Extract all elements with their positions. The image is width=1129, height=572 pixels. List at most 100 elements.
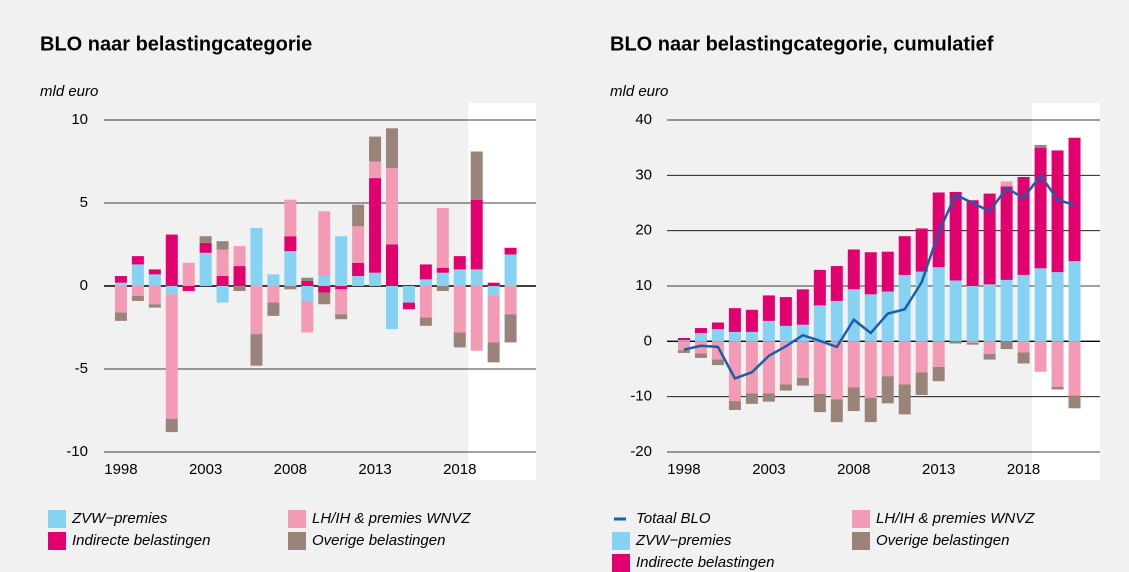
bar-segment — [1068, 261, 1081, 342]
bar-segment — [864, 252, 877, 295]
bar-segment — [216, 249, 229, 277]
bar-segment — [779, 297, 792, 326]
bar-segment — [148, 304, 161, 308]
y-tick-label: 0 — [80, 277, 88, 294]
bar-segment — [199, 236, 212, 243]
total-line — [683, 173, 1075, 380]
bar-segment — [1017, 341, 1030, 353]
bar-segment — [182, 262, 195, 286]
bar-segment — [436, 286, 449, 291]
bar-segment — [250, 334, 263, 366]
y-tick-label: 40 — [635, 111, 652, 128]
legend-label: Overige belastingen — [876, 532, 1009, 549]
bar-segment — [114, 286, 127, 313]
bar-segment — [1034, 268, 1047, 342]
bar-segment — [165, 294, 178, 419]
bar-segment — [677, 340, 690, 342]
bar-segment — [453, 256, 466, 270]
bar-segment — [301, 281, 314, 286]
bar-segment — [284, 236, 297, 252]
bar-segment — [470, 286, 483, 351]
bar-segment — [1051, 341, 1064, 387]
bar-segment — [233, 266, 246, 286]
y-tick-label: -20 — [630, 443, 652, 460]
bar-segment — [966, 342, 979, 345]
bar-segment — [881, 291, 894, 342]
legend-swatch — [612, 532, 630, 550]
bar-segment — [318, 211, 331, 277]
x-tick-label: 1998 — [667, 461, 700, 478]
bar-segment — [779, 384, 792, 391]
bar-segment — [745, 341, 758, 394]
bar-segment — [1051, 386, 1064, 390]
y-tick-label: 20 — [635, 222, 652, 239]
legend-label: Indirecte belastingen — [636, 554, 774, 571]
y-tick-label: 30 — [635, 166, 652, 183]
x-tick-label: 2008 — [837, 461, 870, 478]
bar-segment — [131, 295, 144, 301]
x-tick-label: 2003 — [752, 461, 785, 478]
bar-segment — [779, 325, 792, 342]
bar-segment — [233, 246, 246, 267]
legend-label: LH/IH & premies WNVZ — [312, 510, 471, 527]
bar-segment — [779, 341, 792, 385]
bar-segment — [847, 249, 860, 290]
bar-segment — [728, 331, 741, 342]
legend-swatch — [288, 532, 306, 550]
bar-segment — [932, 267, 945, 342]
bar-segment — [352, 226, 365, 263]
bar-segment — [216, 286, 229, 303]
bar-segment — [694, 333, 707, 342]
bar-segment — [335, 314, 348, 320]
legend-swatch — [852, 532, 870, 550]
legend-label: Totaal BLO — [636, 510, 711, 527]
bar-segment — [745, 309, 758, 332]
bar-segment — [369, 178, 382, 273]
bar-segment — [864, 341, 877, 398]
bar-segment — [199, 242, 212, 253]
bar-segment — [131, 256, 144, 265]
y-axis-label: mld euro — [610, 83, 668, 100]
bar-segment — [1034, 147, 1047, 269]
bar-segment — [1068, 395, 1081, 409]
bar-segment — [1000, 341, 1013, 350]
bar-segment — [677, 338, 690, 341]
bar-segment — [369, 161, 382, 179]
bar-segment — [1051, 150, 1064, 273]
bar-segment — [983, 354, 996, 360]
bar-segment — [796, 289, 809, 325]
y-tick-label: 0 — [644, 332, 652, 349]
legend-swatch — [48, 510, 66, 528]
bar-segment — [711, 322, 724, 330]
bar-segment — [487, 342, 500, 363]
legend-swatch — [48, 532, 66, 550]
chart-title: BLO naar belastingcategorie — [40, 33, 312, 55]
bar-segment — [436, 207, 449, 268]
bar-segment — [267, 286, 280, 303]
bar-segment — [487, 286, 500, 296]
bar-segment — [301, 286, 314, 301]
bar-segment — [216, 241, 229, 250]
y-tick-label: -10 — [630, 388, 652, 405]
bar-segment — [453, 286, 466, 333]
bar-segment — [114, 312, 127, 321]
bar-segment — [165, 418, 178, 433]
bar-segment — [711, 329, 724, 342]
bar-segment — [745, 393, 758, 404]
bar-segment — [1068, 341, 1081, 396]
bar-segment — [453, 269, 466, 286]
bar-segment — [504, 286, 517, 315]
bar-segment — [711, 359, 724, 366]
bar-segment — [983, 284, 996, 342]
legend-swatch — [852, 510, 870, 528]
bar-segment — [470, 269, 483, 286]
bar-segment — [352, 204, 365, 227]
bar-segment — [898, 384, 911, 415]
bar-segment — [233, 286, 246, 291]
bar-segment — [436, 272, 449, 286]
bar-segment — [813, 305, 826, 342]
x-tick-label: 2018 — [443, 461, 476, 478]
bar-segment — [386, 244, 398, 286]
bar-segment — [386, 128, 398, 169]
bar-segment — [504, 247, 517, 255]
